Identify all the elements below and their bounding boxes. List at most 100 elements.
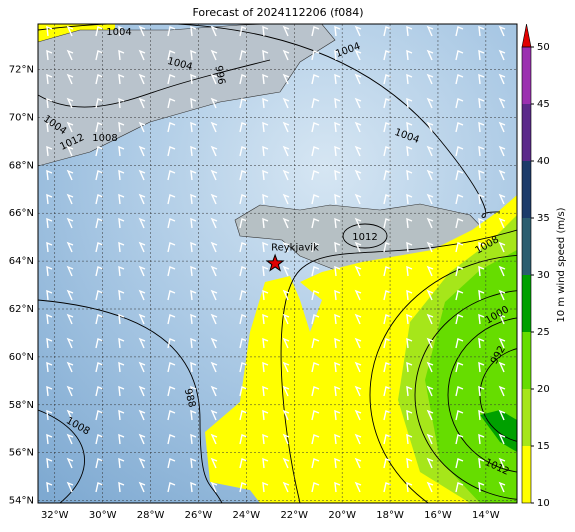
wind-barb bbox=[455, 434, 464, 445]
wind-barb bbox=[262, 49, 269, 61]
colorbar-tick-label: 25 bbox=[537, 327, 550, 338]
wind-barb bbox=[118, 361, 125, 373]
wind-barb bbox=[282, 121, 290, 133]
wind-barb bbox=[406, 241, 413, 253]
wind-barb bbox=[478, 169, 485, 181]
wind-barb bbox=[498, 481, 506, 493]
wind-barb bbox=[282, 193, 290, 205]
wind-barb bbox=[66, 97, 74, 109]
wind-barb bbox=[190, 481, 197, 493]
wind-barb bbox=[334, 337, 341, 349]
wind-barb bbox=[66, 385, 74, 397]
wind-barb bbox=[498, 169, 506, 181]
wind-barb bbox=[282, 409, 290, 421]
wind-barb bbox=[118, 241, 125, 253]
wind-barb bbox=[311, 74, 320, 85]
wind-barb bbox=[311, 98, 320, 109]
wind-barb bbox=[138, 289, 146, 301]
wind-barb bbox=[426, 145, 434, 157]
wind-barb bbox=[354, 289, 362, 301]
wind-barb bbox=[426, 313, 434, 325]
wind-barb bbox=[190, 241, 197, 253]
wind-barb bbox=[354, 25, 362, 37]
wind-barb bbox=[167, 50, 176, 61]
wind-barb bbox=[262, 481, 269, 493]
wind-barb bbox=[455, 50, 464, 61]
wind-barb bbox=[282, 73, 290, 85]
wind-barb bbox=[138, 361, 146, 373]
wind-barb bbox=[383, 50, 392, 61]
wind-barb bbox=[66, 121, 74, 133]
wind-barb bbox=[95, 218, 104, 229]
contour-label: 1012 bbox=[352, 232, 377, 243]
wind-barb bbox=[138, 241, 146, 253]
wind-barb bbox=[95, 170, 104, 181]
wind-barb bbox=[383, 362, 392, 373]
wind-barb bbox=[498, 361, 506, 373]
wind-barb bbox=[239, 482, 248, 493]
wind-barb bbox=[282, 145, 290, 157]
wind-barb bbox=[262, 313, 269, 325]
colorbar-tick-label: 20 bbox=[537, 384, 550, 395]
wind-barb bbox=[383, 194, 392, 205]
wind-barb bbox=[478, 433, 485, 445]
wind-barb bbox=[478, 121, 485, 133]
wind-barb bbox=[455, 410, 464, 421]
wind-barb bbox=[354, 409, 362, 421]
wind-barb bbox=[66, 49, 74, 61]
wind-barb bbox=[46, 481, 53, 493]
y-tick-label: 58°N bbox=[9, 400, 34, 411]
wind-barb bbox=[95, 194, 104, 205]
wind-barb bbox=[138, 385, 146, 397]
wind-barb bbox=[311, 122, 320, 133]
wind-barb bbox=[282, 337, 290, 349]
wind-barb bbox=[95, 26, 104, 37]
wind-barb bbox=[46, 337, 53, 349]
wind-barb bbox=[46, 97, 53, 109]
wind-barb bbox=[239, 218, 248, 229]
wind-barb bbox=[190, 193, 197, 205]
wind-area bbox=[480, 410, 517, 452]
wind-barb bbox=[239, 146, 248, 157]
wind-barb bbox=[46, 289, 53, 301]
wind-barb bbox=[406, 193, 413, 205]
wind-barb bbox=[406, 481, 413, 493]
wind-barb bbox=[262, 289, 269, 301]
wind-barb bbox=[498, 433, 506, 445]
wind-barb bbox=[354, 481, 362, 493]
wind-barb bbox=[95, 290, 104, 301]
wind-barb bbox=[66, 241, 74, 253]
wind-barb bbox=[138, 217, 146, 229]
wind-barb bbox=[478, 385, 485, 397]
x-tick-label: 20°W bbox=[328, 510, 356, 521]
wind-barb bbox=[282, 265, 290, 277]
x-tick-label: 32°W bbox=[41, 510, 69, 521]
wind-barb bbox=[311, 266, 320, 277]
wind-barb bbox=[239, 410, 248, 421]
wind-barb bbox=[426, 73, 434, 85]
wind-barb bbox=[190, 49, 197, 61]
wind-barb bbox=[406, 73, 413, 85]
colorbar-tick-label: 45 bbox=[537, 99, 550, 110]
wind-barb bbox=[167, 122, 176, 133]
y-tick-label: 64°N bbox=[9, 256, 34, 267]
wind-barb bbox=[190, 169, 197, 181]
wind-barb bbox=[334, 313, 341, 325]
wind-barb bbox=[426, 337, 434, 349]
wind-barb bbox=[239, 314, 248, 325]
y-tick-label: 62°N bbox=[9, 304, 34, 315]
wind-barb bbox=[210, 481, 218, 493]
wind-barb bbox=[167, 170, 176, 181]
wind-barb bbox=[282, 169, 290, 181]
wind-barb bbox=[498, 121, 506, 133]
wind-barb bbox=[334, 241, 341, 253]
wind-barb bbox=[138, 265, 146, 277]
wind-barb bbox=[118, 385, 125, 397]
wind-barb bbox=[262, 241, 269, 253]
wind-barb bbox=[354, 313, 362, 325]
wind-barb bbox=[239, 386, 248, 397]
wind-barb bbox=[406, 97, 413, 109]
wind-barb bbox=[118, 337, 125, 349]
wind-barb bbox=[354, 337, 362, 349]
wind-barb bbox=[46, 457, 53, 469]
